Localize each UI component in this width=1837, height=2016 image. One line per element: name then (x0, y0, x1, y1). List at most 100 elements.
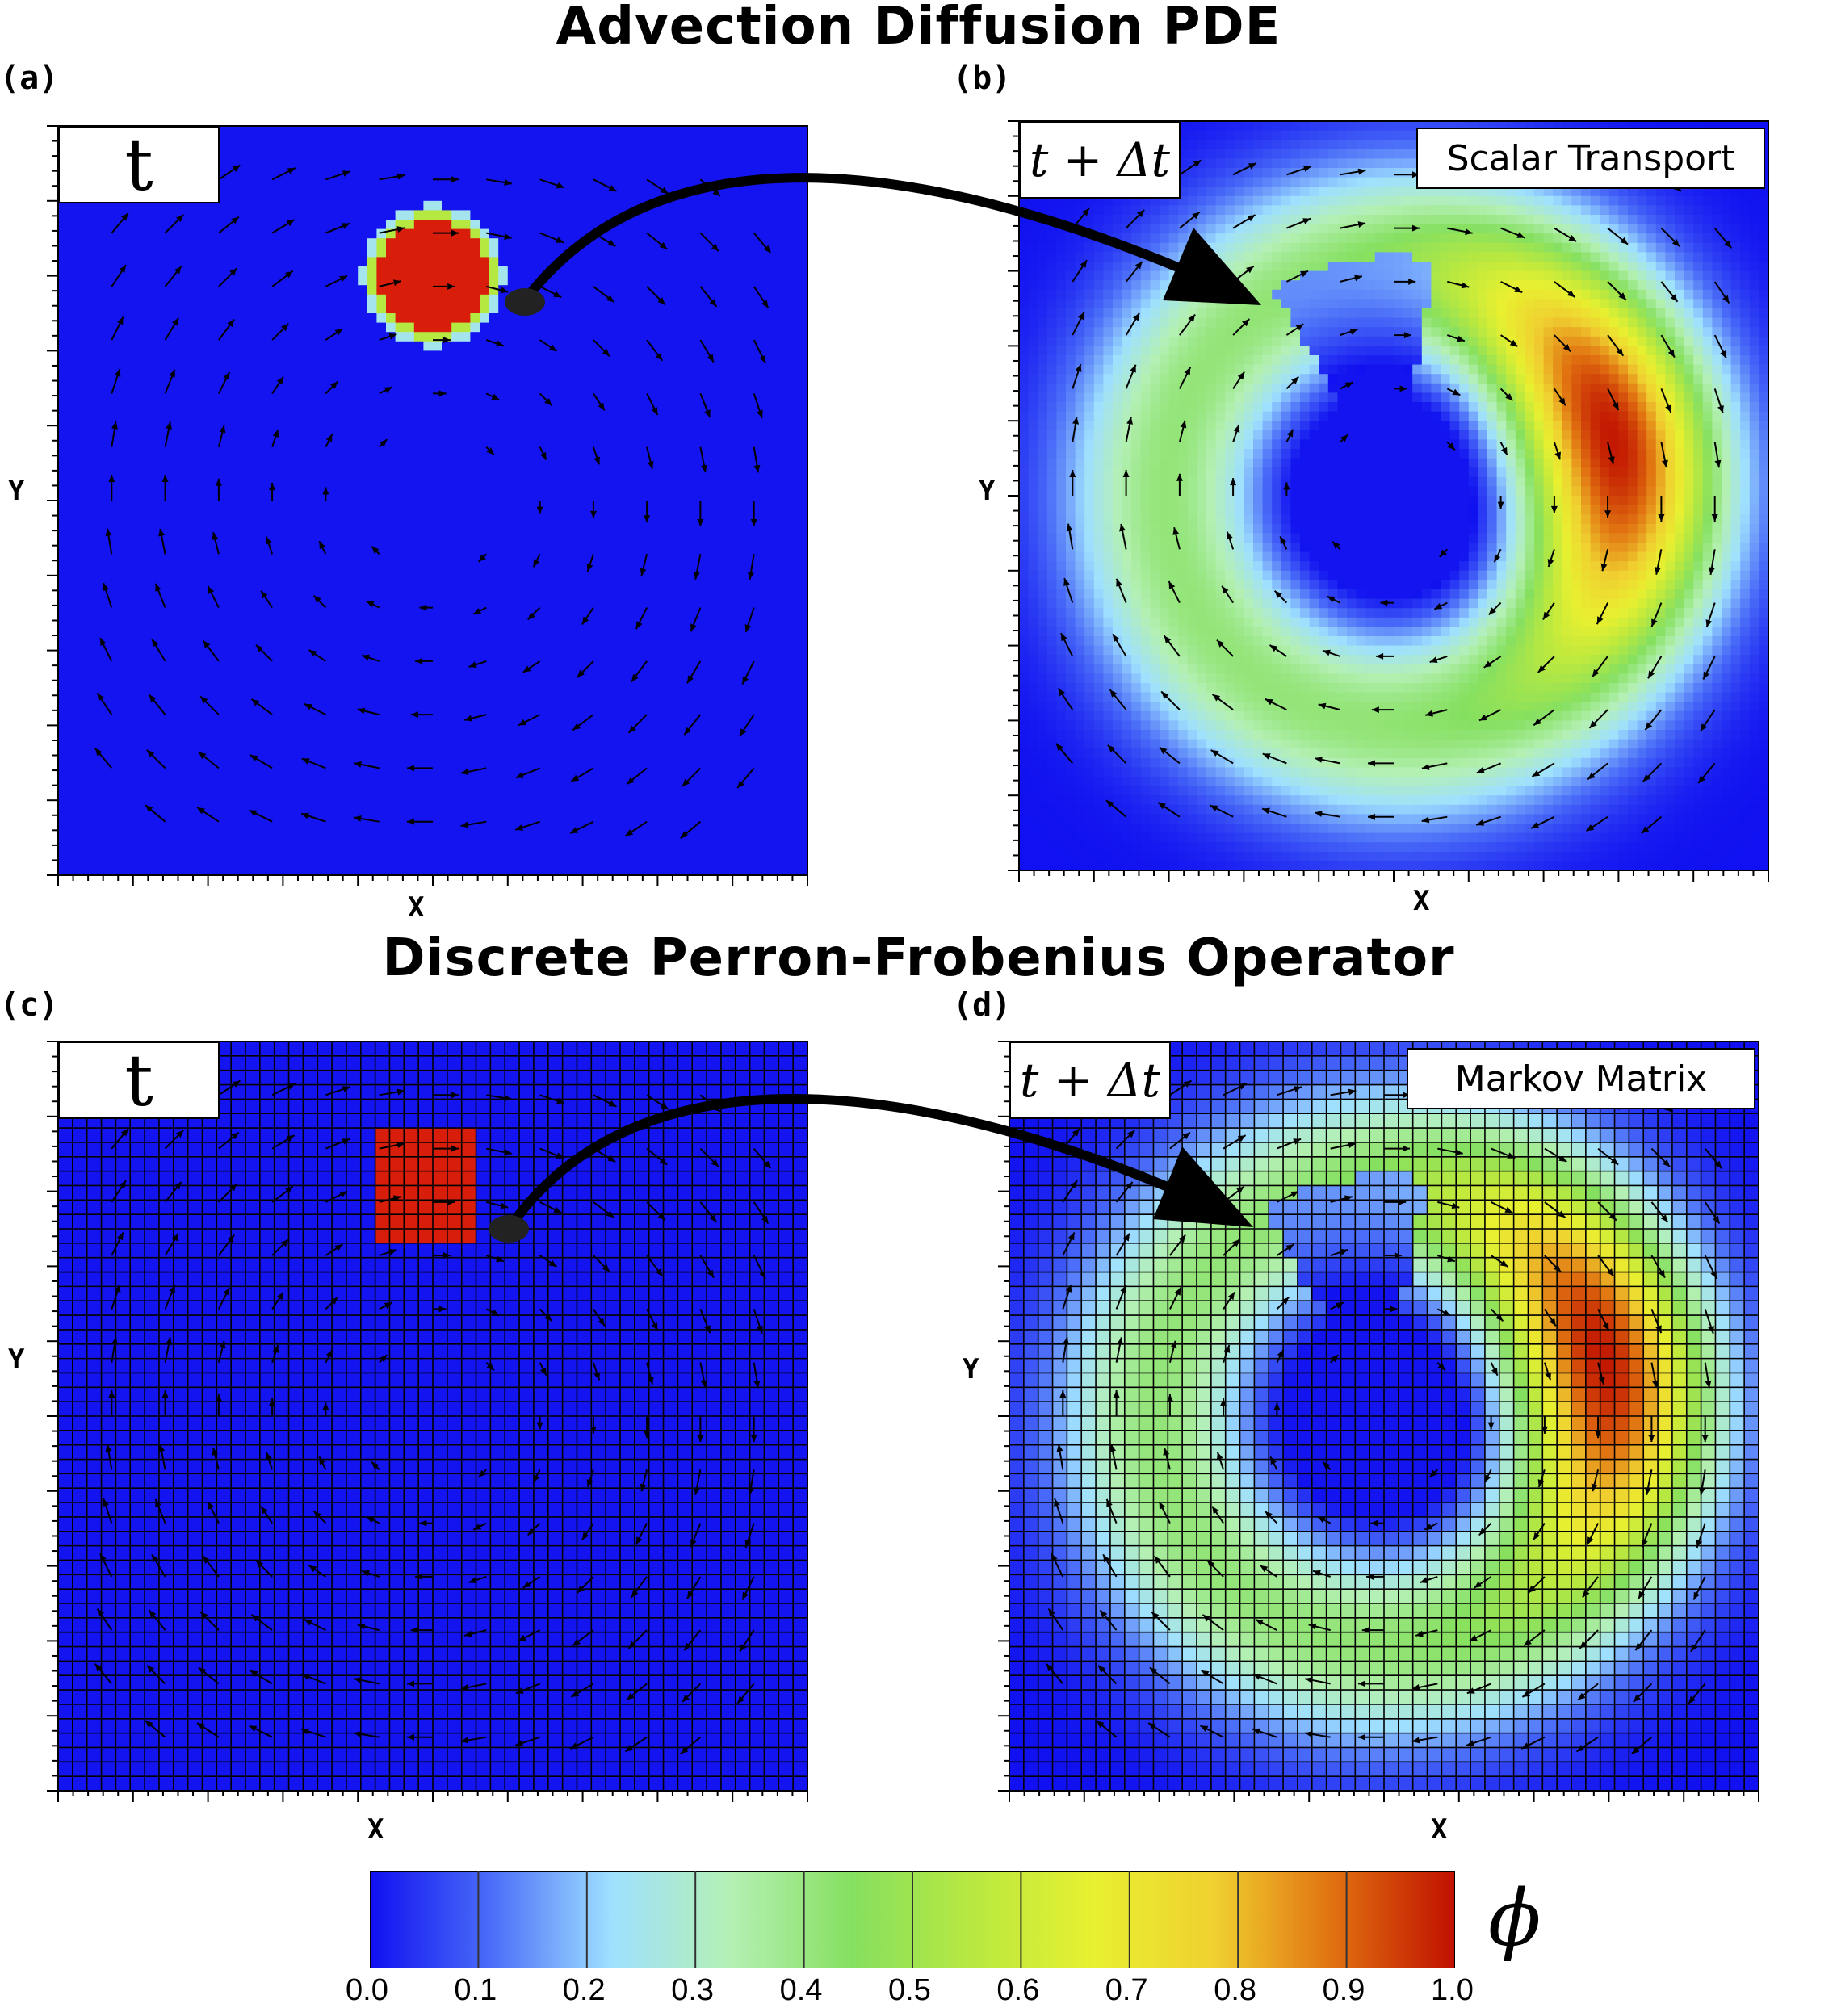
field-cell (179, 294, 190, 304)
field-cell (601, 220, 611, 230)
field-cell (582, 725, 593, 736)
field-cell (413, 416, 424, 426)
field-cell (245, 350, 256, 361)
field-cell (320, 772, 330, 782)
field-cell (460, 173, 471, 183)
field-cell (189, 434, 199, 445)
field-cell (124, 547, 134, 558)
field-cell (292, 744, 303, 754)
field-cell (179, 210, 190, 220)
field-cell (245, 275, 256, 286)
field-cell (517, 613, 527, 623)
field-cell (273, 135, 283, 145)
field-cell (517, 145, 527, 155)
field-cell (339, 163, 350, 174)
field-cell (245, 622, 256, 632)
field-cell (77, 735, 87, 745)
field-cell (413, 350, 424, 361)
field-cell (170, 238, 181, 249)
field-cell (58, 735, 69, 745)
field-cell (311, 126, 321, 136)
field-cell (236, 145, 246, 155)
field-cell (114, 585, 124, 595)
field-cell (498, 772, 509, 782)
field-cell (423, 454, 434, 464)
field-cell (517, 501, 527, 511)
field-cell (152, 819, 162, 829)
field-cell (114, 706, 124, 717)
field-cell (86, 444, 96, 455)
field-cell (564, 332, 574, 342)
field-cell (67, 228, 78, 239)
field-cell (610, 228, 621, 239)
field-cell (554, 650, 564, 660)
field-cell (582, 294, 593, 304)
field-cell (245, 191, 256, 202)
field-cell (367, 350, 377, 361)
field-cell (132, 641, 143, 652)
field-cell (339, 350, 350, 361)
field-cell (95, 585, 106, 595)
field-cell (489, 800, 499, 811)
field-cell (470, 200, 480, 211)
field-cell (460, 594, 471, 605)
field-cell (292, 528, 303, 539)
field-cell (423, 631, 434, 642)
field-cell (245, 856, 256, 866)
field-cell (95, 491, 106, 501)
field-cell (311, 191, 321, 202)
field-cell (489, 650, 499, 660)
field-cell (329, 772, 340, 782)
field-cell (358, 519, 368, 530)
field-cell (58, 819, 69, 829)
field-cell (179, 341, 190, 351)
field-cell (564, 828, 574, 839)
field-cell (620, 744, 631, 754)
field-cell (545, 865, 556, 876)
field-cell (507, 173, 518, 183)
field-cell (517, 126, 527, 136)
field-cell (105, 369, 115, 379)
field-cell (582, 782, 593, 792)
field-cell (423, 397, 434, 408)
field-cell (339, 735, 350, 745)
field-cell (554, 678, 564, 689)
field-cell (442, 865, 452, 876)
field-cell (283, 613, 293, 623)
field-cell (582, 641, 593, 652)
field-cell (367, 379, 377, 389)
field-cell (480, 538, 490, 548)
field-cell (264, 313, 275, 324)
field-cell (413, 585, 424, 595)
field-cell (226, 715, 237, 726)
field-cell (329, 257, 340, 267)
field-cell (629, 556, 640, 567)
field-cell (395, 809, 405, 819)
field-cell (311, 847, 321, 857)
field-cell (161, 603, 171, 614)
field-cell (217, 753, 228, 764)
field-cell (273, 744, 283, 754)
field-cell (470, 454, 480, 464)
field-cell (105, 481, 115, 492)
field-cell (329, 238, 340, 249)
field-cell (451, 285, 462, 295)
field-cell (601, 622, 611, 632)
field-cell (273, 837, 283, 848)
field-cell (582, 350, 593, 361)
field-cell (58, 715, 69, 726)
field-cell (498, 294, 509, 304)
field-cell (67, 379, 78, 389)
field-cell (526, 501, 537, 511)
field-cell (292, 706, 303, 717)
field-cell (86, 416, 96, 426)
field-cell (208, 481, 218, 492)
field-cell (526, 388, 537, 398)
field-cell (142, 304, 153, 314)
field-cell (245, 228, 256, 239)
field-cell (58, 210, 69, 220)
field-cell (114, 501, 124, 511)
field-cell (273, 360, 283, 371)
field-cell (376, 200, 387, 211)
field-cell (620, 313, 631, 324)
